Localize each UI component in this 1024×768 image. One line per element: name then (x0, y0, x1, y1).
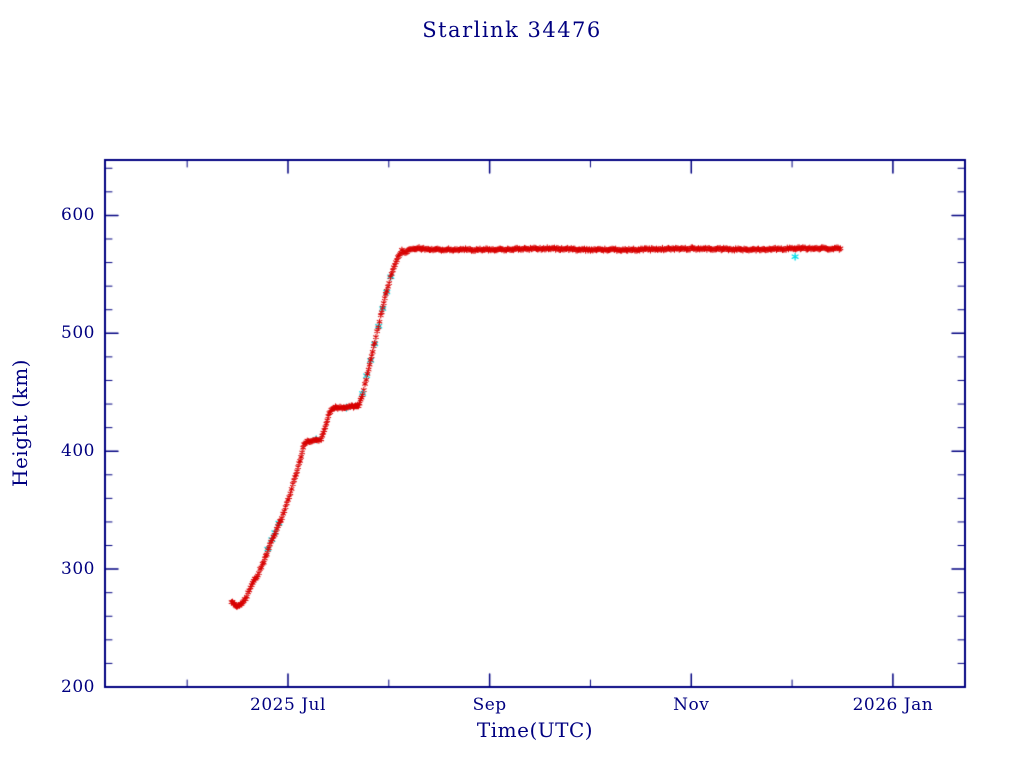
y-tick-label: 200 (61, 677, 95, 697)
x-tick-label: 2025 Jul (250, 695, 326, 715)
chart-title: Starlink 34476 (422, 18, 602, 42)
y-axis-label: Height (km) (8, 359, 32, 487)
x-tick-label: Nov (673, 695, 710, 715)
y-tick-label: 600 (61, 205, 95, 226)
x-axis-label: Time(UTC) (476, 718, 594, 742)
x-tick-label: Sep (472, 695, 507, 715)
y-tick-label: 400 (61, 441, 95, 462)
y-tick-label: 300 (61, 559, 95, 580)
x-tick-label: 2026 Jan (852, 695, 934, 715)
y-tick-label: 500 (61, 323, 95, 344)
